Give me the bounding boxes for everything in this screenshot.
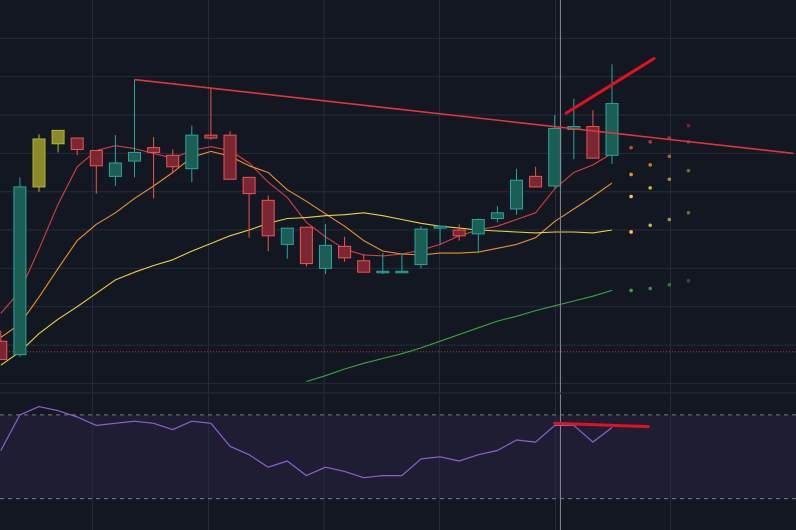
candle[interactable] xyxy=(338,236,352,262)
price-grid xyxy=(0,0,796,393)
candle[interactable] xyxy=(452,224,466,241)
candle[interactable] xyxy=(51,129,65,153)
projection-marker xyxy=(686,168,691,173)
mid-moving-average-line[interactable] xyxy=(0,150,613,338)
candle[interactable] xyxy=(433,225,447,245)
projection-marker xyxy=(667,282,672,287)
oscillator-band xyxy=(0,414,796,499)
projection-marker xyxy=(667,177,672,182)
projection-marker xyxy=(648,163,652,167)
projection-marker xyxy=(629,230,633,234)
projection-marker xyxy=(686,123,691,128)
projection-markers xyxy=(629,123,691,293)
projection-marker xyxy=(629,288,633,293)
candle[interactable] xyxy=(414,226,428,269)
candle[interactable] xyxy=(70,137,84,156)
candle-body[interactable] xyxy=(13,186,27,356)
oscillator-divergence-line[interactable] xyxy=(553,421,650,429)
candle-body[interactable] xyxy=(605,103,619,156)
price-divergence-line[interactable] xyxy=(564,56,656,115)
projection-marker xyxy=(648,186,652,190)
candle[interactable] xyxy=(548,115,562,188)
projection-marker xyxy=(629,194,633,199)
candle[interactable] xyxy=(223,131,237,180)
candle-body[interactable] xyxy=(204,134,218,139)
candle[interactable] xyxy=(586,110,600,159)
candle[interactable] xyxy=(89,149,103,194)
candle[interactable] xyxy=(357,254,371,273)
candle[interactable] xyxy=(13,177,27,357)
candle-body[interactable] xyxy=(490,212,504,220)
candle[interactable] xyxy=(261,195,275,252)
fast-moving-average-line[interactable] xyxy=(0,145,613,314)
projection-marker xyxy=(667,154,672,159)
candle-body[interactable] xyxy=(376,270,390,274)
candle[interactable] xyxy=(510,168,523,215)
resistance-trendline[interactable] xyxy=(134,78,794,155)
candle[interactable] xyxy=(605,64,619,164)
candle-body[interactable] xyxy=(280,227,294,245)
candle[interactable] xyxy=(299,226,313,267)
candle-body[interactable] xyxy=(185,134,199,170)
candle-body[interactable] xyxy=(299,226,313,265)
candle-body[interactable] xyxy=(529,175,543,188)
candle-body[interactable] xyxy=(395,270,409,274)
projection-marker xyxy=(686,279,691,283)
candle[interactable] xyxy=(376,253,390,275)
projection-marker xyxy=(629,172,633,177)
candle[interactable] xyxy=(0,330,8,360)
price-pane[interactable] xyxy=(0,0,796,393)
candle-body[interactable] xyxy=(471,219,485,235)
candle[interactable] xyxy=(128,79,141,178)
long-moving-average-line[interactable] xyxy=(306,289,613,383)
candle-body[interactable] xyxy=(433,225,447,229)
candle-body[interactable] xyxy=(586,126,600,159)
candle-body[interactable] xyxy=(510,179,523,210)
slow-moving-average-line[interactable] xyxy=(0,212,613,366)
candle-body[interactable] xyxy=(357,260,371,273)
candle[interactable] xyxy=(395,253,409,274)
candle-body[interactable] xyxy=(414,228,428,266)
projection-marker xyxy=(648,223,652,228)
candle-body[interactable] xyxy=(0,340,8,360)
candle[interactable] xyxy=(108,135,122,186)
oscillator-line[interactable] xyxy=(0,406,613,479)
candle[interactable] xyxy=(204,89,218,140)
projection-marker xyxy=(648,286,652,291)
candlestick-series[interactable] xyxy=(0,64,619,360)
candle[interactable] xyxy=(32,134,46,192)
projection-marker xyxy=(648,140,652,144)
candle-body[interactable] xyxy=(32,138,46,188)
candle-body[interactable] xyxy=(70,137,84,151)
candle-body[interactable] xyxy=(319,244,332,269)
candle[interactable] xyxy=(185,125,199,183)
candle-body[interactable] xyxy=(108,162,122,177)
candle-body[interactable] xyxy=(51,129,65,145)
candle[interactable] xyxy=(529,166,543,188)
candle[interactable] xyxy=(242,176,256,238)
projection-marker xyxy=(686,210,691,215)
oscillator-pane[interactable] xyxy=(0,394,796,530)
oscillator-grid xyxy=(0,394,796,530)
candle[interactable] xyxy=(280,227,294,259)
candle-body[interactable] xyxy=(452,229,466,237)
candle[interactable] xyxy=(490,206,504,223)
candle[interactable] xyxy=(471,218,485,254)
candle-body[interactable] xyxy=(147,147,161,153)
candle-body[interactable] xyxy=(261,199,275,237)
candle-body[interactable] xyxy=(242,176,256,195)
projection-marker xyxy=(629,145,633,150)
candle-body[interactable] xyxy=(89,149,103,167)
candle[interactable] xyxy=(319,224,332,275)
candle-body[interactable] xyxy=(166,154,180,168)
projection-marker xyxy=(667,217,672,222)
candle[interactable] xyxy=(166,149,180,174)
candle-body[interactable] xyxy=(223,134,237,180)
candle[interactable] xyxy=(147,137,161,199)
candle-body[interactable] xyxy=(338,245,352,259)
candle-body[interactable] xyxy=(548,127,562,187)
candle-body[interactable] xyxy=(128,151,141,162)
